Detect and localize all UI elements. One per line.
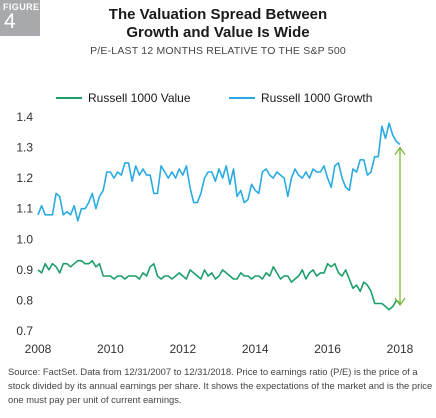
y-tick-label: 1.4	[16, 110, 33, 124]
y-tick-label: 0.9	[16, 263, 33, 277]
y-tick-label: 1.3	[16, 141, 33, 155]
x-tick-label: 2010	[97, 342, 124, 356]
figure-label: FIGURE	[3, 2, 40, 12]
series-line-growth	[37, 122, 401, 222]
legend-item-growth: Russell 1000 Growth	[229, 90, 372, 106]
y-tick-label: 0.8	[16, 293, 33, 307]
spread-arrow-head-top	[394, 146, 406, 155]
y-tick-label: 1.0	[16, 232, 33, 246]
y-tick-label: 1.1	[16, 202, 33, 216]
series-line-value	[37, 259, 401, 311]
legend-item-value: Russell 1000 Value	[56, 90, 191, 106]
legend-label-growth: Russell 1000 Growth	[261, 91, 373, 105]
chart-plot: 0.7 0.8 0.9 1.0 1.1 1.2 1.3 1.4 2008 2010 2012 201…	[16, 110, 414, 356]
y-tick-label: 1.2	[16, 171, 33, 185]
figure-number: 4	[4, 10, 16, 33]
x-tick-label: 2008	[25, 342, 52, 356]
chart-subtitle: P/E-LAST 12 MONTHS RELATIVE TO THE S&P 5…	[90, 45, 346, 57]
spread-arrow-head-bottom	[394, 297, 406, 307]
chart-title-line-1: The Valuation Spread Between	[108, 6, 328, 23]
chart-title: The Valuation Spread Between Growth and …	[60, 6, 376, 42]
legend-swatch-value	[56, 97, 82, 99]
legend-label-value: Russell 1000 Value	[88, 91, 191, 105]
x-tick-label: 2018	[387, 342, 414, 356]
y-axis: 0.7 0.8 0.9 1.0 1.1 1.2 1.3 1.4	[16, 110, 33, 338]
y-tick-label: 0.7	[16, 324, 33, 338]
series-lines	[37, 122, 401, 311]
legend-swatch-growth	[229, 97, 255, 99]
chart-title-line-2: Growth and Value Is Wide	[126, 24, 310, 41]
spread-arrow	[394, 146, 406, 307]
figure-badge: FIGURE 4	[0, 0, 40, 36]
source-note: Source: FactSet. Data from 12/31/2007 to…	[8, 366, 433, 405]
chart-legend: Russell 1000 Value Russell 1000 Growth	[0, 90, 436, 106]
x-axis: 2008 2010 2012 2014 2016 2018	[25, 342, 414, 356]
x-tick-label: 2014	[242, 342, 269, 356]
x-tick-label: 2016	[314, 342, 341, 356]
x-tick-label: 2012	[169, 342, 196, 356]
